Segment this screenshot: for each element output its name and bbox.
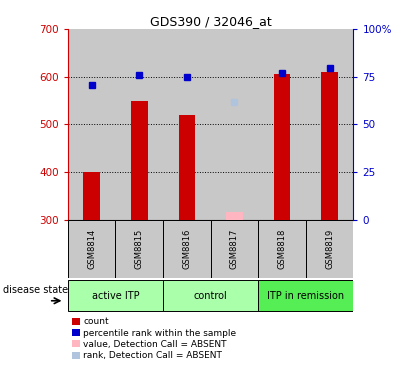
- FancyBboxPatch shape: [258, 220, 306, 278]
- Bar: [321, 72, 338, 220]
- Bar: [274, 75, 291, 220]
- Bar: [163, 29, 210, 220]
- Bar: [226, 212, 243, 220]
- Text: GSM8819: GSM8819: [325, 229, 334, 269]
- Bar: [131, 101, 148, 220]
- Legend: count, percentile rank within the sample, value, Detection Call = ABSENT, rank, : count, percentile rank within the sample…: [72, 317, 236, 360]
- Text: ITP in remission: ITP in remission: [267, 291, 344, 300]
- FancyBboxPatch shape: [258, 280, 353, 311]
- Bar: [210, 29, 258, 220]
- Bar: [306, 29, 353, 220]
- FancyBboxPatch shape: [163, 220, 210, 278]
- Bar: [115, 29, 163, 220]
- Text: GSM8814: GSM8814: [87, 229, 96, 269]
- FancyBboxPatch shape: [68, 280, 163, 311]
- Text: disease state: disease state: [3, 285, 69, 295]
- FancyBboxPatch shape: [210, 220, 258, 278]
- FancyBboxPatch shape: [115, 220, 163, 278]
- Text: GSM8816: GSM8816: [182, 229, 192, 269]
- Bar: [83, 172, 100, 220]
- Bar: [258, 29, 306, 220]
- Text: active ITP: active ITP: [92, 291, 139, 300]
- Text: GSM8817: GSM8817: [230, 229, 239, 269]
- Bar: [178, 115, 195, 220]
- FancyBboxPatch shape: [163, 280, 258, 311]
- Text: control: control: [194, 291, 228, 300]
- FancyBboxPatch shape: [306, 220, 353, 278]
- Text: GSM8815: GSM8815: [135, 229, 144, 269]
- Title: GDS390 / 32046_at: GDS390 / 32046_at: [150, 15, 272, 28]
- Bar: [68, 29, 115, 220]
- Text: GSM8818: GSM8818: [277, 229, 286, 269]
- FancyBboxPatch shape: [68, 220, 115, 278]
